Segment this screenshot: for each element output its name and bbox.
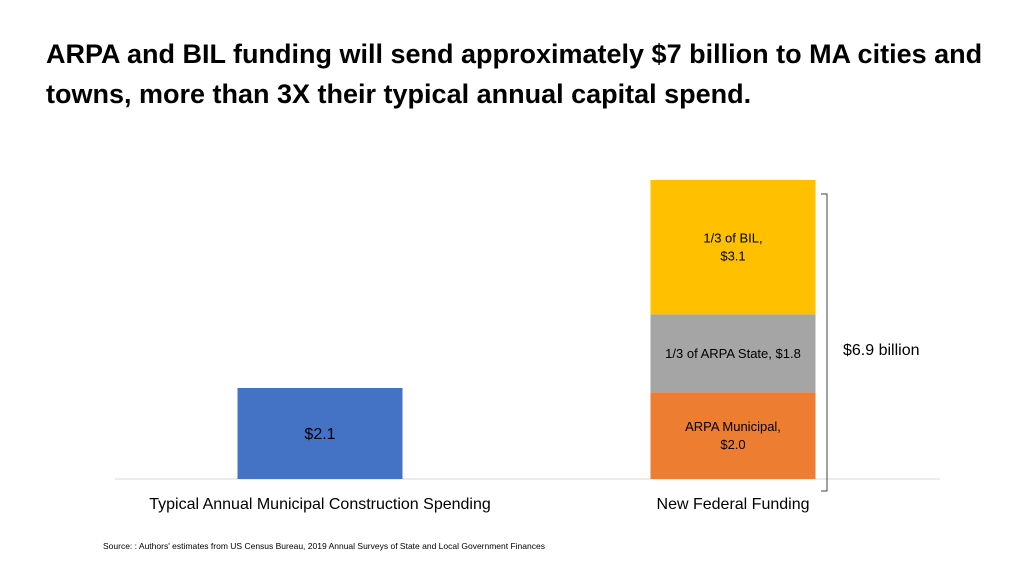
bar-labels: $2.1 ARPA Municipal, $2.0 1/3 of ARPA State… xyxy=(304,231,800,453)
bar-typical-annual-spending xyxy=(237,388,403,479)
category-label: New Federal Funding xyxy=(657,496,810,513)
data-label-typical-annual-spending: $2.1 xyxy=(304,426,335,443)
bar-arpa-municipal xyxy=(650,392,816,479)
data-label-arpa-municipal: $2.0 xyxy=(720,437,745,452)
bar-1-3-of-arpa-state xyxy=(650,314,816,393)
source-note: Source: : Authors' estimates from US Cen… xyxy=(103,541,545,551)
data-label-1-3-of-arpa-state: 1/3 of ARPA State, $1.8 xyxy=(665,346,801,361)
total-bracket xyxy=(821,193,828,492)
bar-1-3-of-bil xyxy=(650,180,816,315)
data-label-1-3-of-bil: 1/3 of BIL, xyxy=(703,231,762,246)
data-label-arpa-municipal: ARPA Municipal, xyxy=(685,419,781,434)
category-label: Typical Annual Municipal Construction Sp… xyxy=(149,496,491,513)
total-annotation: $6.9 billion xyxy=(843,342,920,359)
data-label-1-3-of-bil: $3.1 xyxy=(720,249,745,264)
chart-title: ARPA and BIL funding will send approxima… xyxy=(46,39,983,109)
bars xyxy=(237,180,816,479)
category-labels: Typical Annual Municipal Construction Sp… xyxy=(149,496,809,513)
